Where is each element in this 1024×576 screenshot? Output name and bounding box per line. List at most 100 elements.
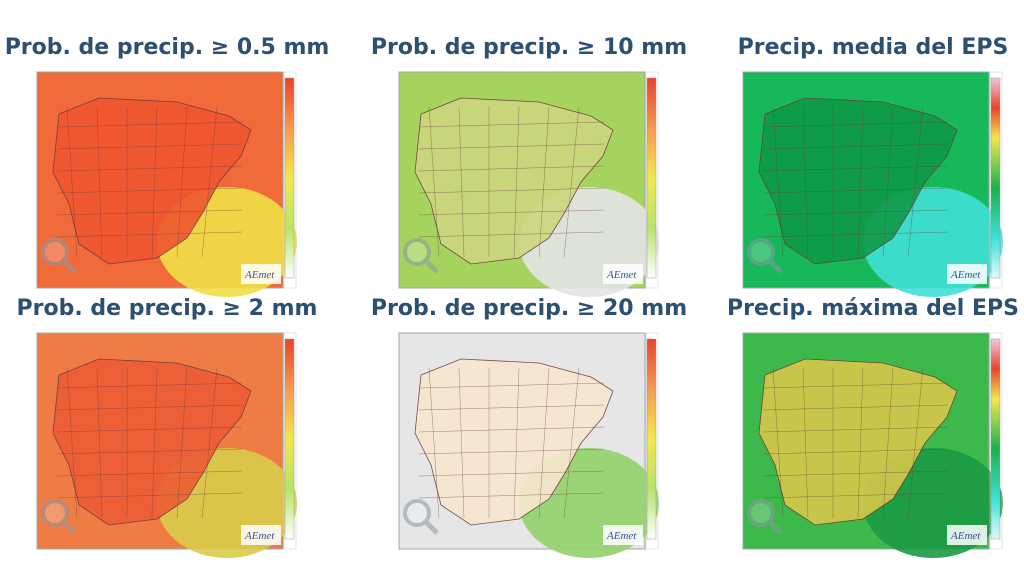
- map-land: [52, 97, 252, 265]
- province-border: [513, 106, 520, 258]
- province-border: [907, 106, 924, 258]
- province-border: [56, 492, 243, 499]
- province-border: [762, 448, 949, 455]
- province-border: [56, 382, 243, 389]
- map-panel: AEmet: [398, 71, 659, 297]
- zoom-icon[interactable]: [747, 238, 783, 274]
- province-border: [201, 106, 218, 258]
- province-border: [428, 367, 440, 519]
- province-border: [563, 367, 580, 519]
- logo: AEmet: [244, 530, 275, 542]
- province-border: [418, 121, 605, 128]
- color-bar: [284, 77, 295, 279]
- province-border: [56, 470, 243, 477]
- zoom-lens: [747, 238, 775, 266]
- province-border: [418, 404, 605, 411]
- map-panel: AEmet: [742, 332, 1003, 558]
- map-land: [52, 358, 252, 526]
- province-border: [762, 470, 949, 477]
- color-bar-frame: [645, 332, 659, 550]
- color-bar: [646, 77, 657, 279]
- province-border: [857, 106, 864, 258]
- map-panel: AEmet: [36, 71, 297, 297]
- map-land: [758, 97, 958, 265]
- province-border: [563, 106, 580, 258]
- province-border: [762, 143, 949, 150]
- province-border: [772, 367, 784, 519]
- zoom-lens: [41, 238, 69, 266]
- map-panel: AEmet: [742, 71, 1003, 297]
- color-bar: [284, 338, 295, 540]
- zoom-icon[interactable]: [403, 499, 439, 535]
- province-border: [176, 367, 188, 519]
- color-bar-frame: [989, 332, 1003, 550]
- province-border: [538, 367, 550, 519]
- logo: AEmet: [244, 269, 275, 281]
- color-bar: [990, 77, 1001, 279]
- province-border: [762, 187, 949, 194]
- logo: AEmet: [606, 530, 637, 542]
- map-land: [414, 97, 614, 265]
- zoom-icon[interactable]: [41, 499, 77, 535]
- province-border: [56, 404, 243, 411]
- color-bar: [646, 338, 657, 540]
- province-border: [882, 367, 894, 519]
- logo: AEmet: [950, 530, 981, 542]
- province-border: [762, 492, 949, 499]
- map-panel: AEmet: [398, 332, 659, 558]
- province-border: [418, 470, 605, 477]
- zoom-lens: [747, 499, 775, 527]
- province-border: [418, 187, 605, 194]
- province-border: [458, 367, 465, 519]
- province-border: [418, 143, 605, 150]
- map-land: [758, 358, 958, 526]
- province-border: [56, 448, 243, 455]
- province-border: [56, 143, 243, 150]
- province-border: [802, 106, 809, 258]
- province-border: [772, 106, 784, 258]
- province-border: [201, 367, 218, 519]
- map-land: [414, 358, 614, 526]
- zoom-handle: [424, 259, 439, 274]
- zoom-lens: [41, 499, 69, 527]
- province-border: [762, 382, 949, 389]
- province-border: [56, 121, 243, 128]
- province-border: [66, 367, 78, 519]
- province-border: [418, 382, 605, 389]
- zoom-icon[interactable]: [747, 499, 783, 535]
- province-border: [857, 367, 864, 519]
- zoom-icon[interactable]: [41, 238, 77, 274]
- province-border: [56, 231, 243, 238]
- province-border: [418, 448, 605, 455]
- province-border: [538, 106, 550, 258]
- zoom-lens: [403, 238, 431, 266]
- color-bar-frame: [645, 71, 659, 289]
- zoom-handle: [768, 520, 783, 535]
- zoom-handle: [424, 520, 439, 535]
- province-border: [56, 187, 243, 194]
- color-bar-frame: [283, 71, 297, 289]
- panel-title: Prob. de precip. ≥ 20 mm: [371, 296, 687, 321]
- map-panel: AEmet: [36, 332, 297, 558]
- panel-title: Prob. de precip. ≥ 2 mm: [17, 296, 318, 321]
- logo-box: [603, 525, 643, 545]
- zoom-icon[interactable]: [403, 238, 439, 274]
- province-border: [96, 367, 103, 519]
- panel-title: Precip. media del EPS: [738, 35, 1009, 60]
- panel-title: Prob. de precip. ≥ 0.5 mm: [5, 35, 330, 60]
- panel-title: Prob. de precip. ≥ 10 mm: [371, 35, 687, 60]
- logo-box: [947, 525, 987, 545]
- province-border: [802, 367, 809, 519]
- logo-box: [603, 264, 643, 284]
- zoom-handle: [62, 520, 77, 535]
- logo: AEmet: [606, 269, 637, 281]
- zoom-handle: [768, 259, 783, 274]
- province-border: [762, 231, 949, 238]
- logo-box: [947, 264, 987, 284]
- province-border: [458, 106, 465, 258]
- panel-title: Precip. máxima del EPS: [727, 296, 1019, 321]
- province-border: [882, 106, 894, 258]
- province-border: [56, 209, 243, 216]
- color-bar-frame: [989, 71, 1003, 289]
